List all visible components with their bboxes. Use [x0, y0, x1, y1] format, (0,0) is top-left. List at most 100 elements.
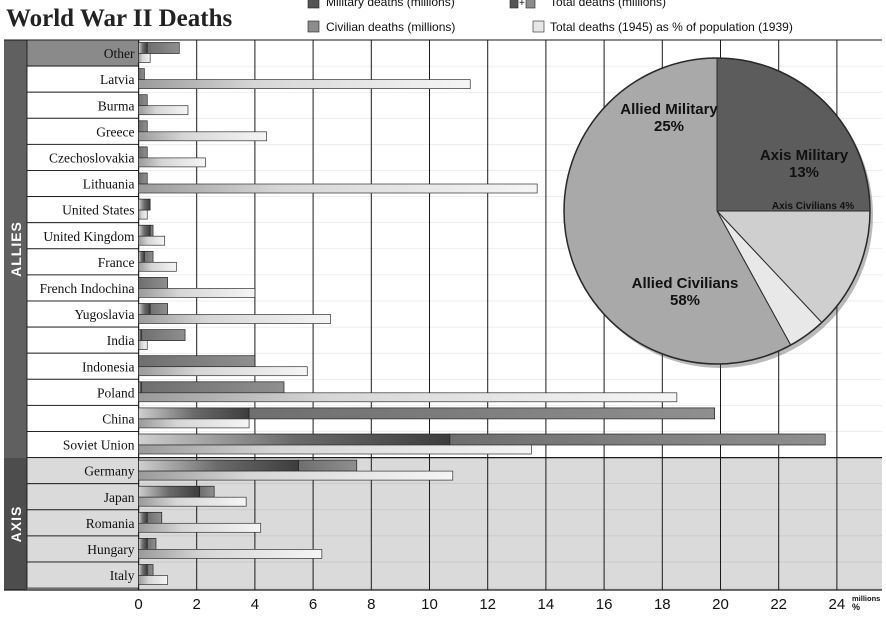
- x-tick-label-20: 20: [712, 596, 729, 613]
- bar-military-united-states: [138, 198, 151, 211]
- category-cell-latvia: [26, 65, 139, 93]
- pie-value-allied-military: 25%: [654, 118, 684, 135]
- bar-civilian-poland: [141, 381, 285, 394]
- x-axis-ticks: 0 2 4 6 8 10 12 14 16 18 20 22 24: [134, 596, 845, 613]
- category-label-greece: Greece: [96, 124, 134, 139]
- bar-civilian-yugoslavia: [149, 303, 168, 315]
- bar-percent-hungary: [138, 549, 323, 559]
- category-cell-lithuania: [26, 170, 139, 198]
- x-tick-label-8: 8: [367, 596, 375, 613]
- bar-percent-poland: [138, 392, 678, 403]
- category-cell-other: [26, 39, 139, 67]
- category-cell-india: [26, 326, 139, 354]
- x-tick-label-2: 2: [193, 596, 201, 613]
- x-tick-label-18: 18: [654, 596, 671, 613]
- bar-military-yugoslavia: [138, 303, 151, 315]
- category-cell-germany: [26, 457, 139, 485]
- bar-civilian-burma: [138, 94, 148, 107]
- legend-label-percent: Total deaths (1945) as % of population (…: [550, 20, 793, 34]
- category-label-germany: Germany: [84, 464, 134, 479]
- legend-swatch-total-civilian: [525, 0, 536, 9]
- axis-group-label: AXIS: [8, 506, 24, 543]
- pie-label-axis-civilians: Axis Civilians 4%: [772, 201, 854, 212]
- bar-marks: [138, 42, 826, 585]
- pie-label-allied-military: Allied Military: [620, 101, 718, 118]
- category-label-japan: Japan: [104, 490, 135, 505]
- bar-military-soviet-union: [138, 433, 451, 446]
- bar-percent-france: [138, 261, 177, 272]
- bar-percent-india: [138, 340, 148, 350]
- pie-label-axis-military: Axis Military: [760, 147, 849, 164]
- legend-label-total: Total deaths (millions): [550, 0, 666, 9]
- bar-military-hungary: [138, 538, 148, 550]
- bar-civilian-other: [146, 42, 180, 54]
- axis-band: [4, 458, 27, 590]
- x-tick-label-0: 0: [134, 596, 142, 613]
- x-tick-label-4: 4: [251, 596, 259, 613]
- bar-civilian-soviet-union: [449, 433, 826, 446]
- bar-percent-latvia: [138, 79, 471, 89]
- bar-civilian-czechoslovakia: [138, 146, 148, 159]
- category-label-czechoslovakia: Czechoslovakia: [49, 150, 134, 165]
- bar-percent-united-kingdom: [138, 235, 166, 246]
- allies-band: [4, 40, 27, 458]
- bar-civilian-china: [248, 407, 716, 420]
- bar-civilian-germany: [298, 459, 358, 472]
- bar-civilian-japan: [199, 485, 215, 498]
- legend-label-civilian: Civilian deaths (millions): [326, 20, 455, 34]
- bar-military-italy: [138, 564, 148, 576]
- category-label-romania: Romania: [86, 516, 135, 531]
- bar-percent-italy: [138, 575, 168, 585]
- bar-percent-soviet-union: [138, 444, 532, 455]
- x-unit-millions: millions: [852, 594, 880, 603]
- bar-percent-germany: [138, 470, 454, 481]
- bar-percent-other: [138, 53, 151, 63]
- category-label-soviet-union: Soviet Union: [63, 438, 135, 453]
- bar-percent-czechoslovakia: [138, 157, 206, 168]
- bar-military-romania: [138, 511, 148, 524]
- category-label-italy: Italy: [110, 568, 135, 583]
- x-tick-label-22: 22: [770, 596, 787, 613]
- category-cell-soviet-union: [26, 431, 139, 459]
- bar-military-france: [138, 250, 145, 263]
- x-tick-label-16: 16: [596, 596, 613, 613]
- legend-swatch-percent: [532, 20, 545, 33]
- bar-percent-greece: [138, 131, 267, 142]
- category-cell-united-kingdom: [26, 222, 139, 250]
- category-cell-hungary: [26, 535, 139, 563]
- bar-percent-romania: [138, 522, 262, 533]
- bar-percent-united-states: [138, 209, 148, 220]
- category-cell-greece: [26, 117, 139, 145]
- bar-military-other: [138, 42, 148, 54]
- bar-civilian-india: [141, 329, 186, 341]
- bar-military-china: [138, 407, 250, 420]
- bar-civilian-latvia: [138, 68, 145, 80]
- category-cell-french-indochina: [26, 274, 139, 302]
- bar-military-japan: [138, 485, 200, 498]
- x-tick-label-12: 12: [479, 596, 496, 613]
- category-label-burma: Burma: [98, 98, 135, 113]
- pie-value-allied-civilians: 58%: [670, 292, 700, 309]
- legend-plus-sign: +: [519, 0, 525, 9]
- x-tick-label-24: 24: [829, 596, 846, 613]
- category-label-china: China: [102, 411, 134, 426]
- category-label-united-kingdom: United Kingdom: [43, 229, 135, 244]
- bar-civilian-italy: [146, 564, 154, 576]
- category-label-poland: Poland: [97, 385, 135, 400]
- bar-percent-burma: [138, 105, 189, 116]
- category-label-lithuania: Lithuania: [83, 177, 135, 192]
- category-label-latvia: Latvia: [100, 72, 134, 87]
- category-label-hungary: Hungary: [87, 542, 134, 557]
- category-label-other: Other: [104, 46, 135, 61]
- bar-percent-yugoslavia: [138, 314, 331, 324]
- bar-military-united-kingdom: [138, 224, 151, 237]
- bar-percent-china: [138, 418, 250, 429]
- category-cell-czechoslovakia: [26, 143, 139, 171]
- legend-swatch-civilian: [307, 20, 320, 33]
- bar-civilian-hungary: [146, 538, 157, 550]
- category-label-india: India: [107, 333, 135, 348]
- category-label-french-indochina: French Indochina: [40, 281, 135, 296]
- chart-title: World War II Deaths: [6, 5, 232, 32]
